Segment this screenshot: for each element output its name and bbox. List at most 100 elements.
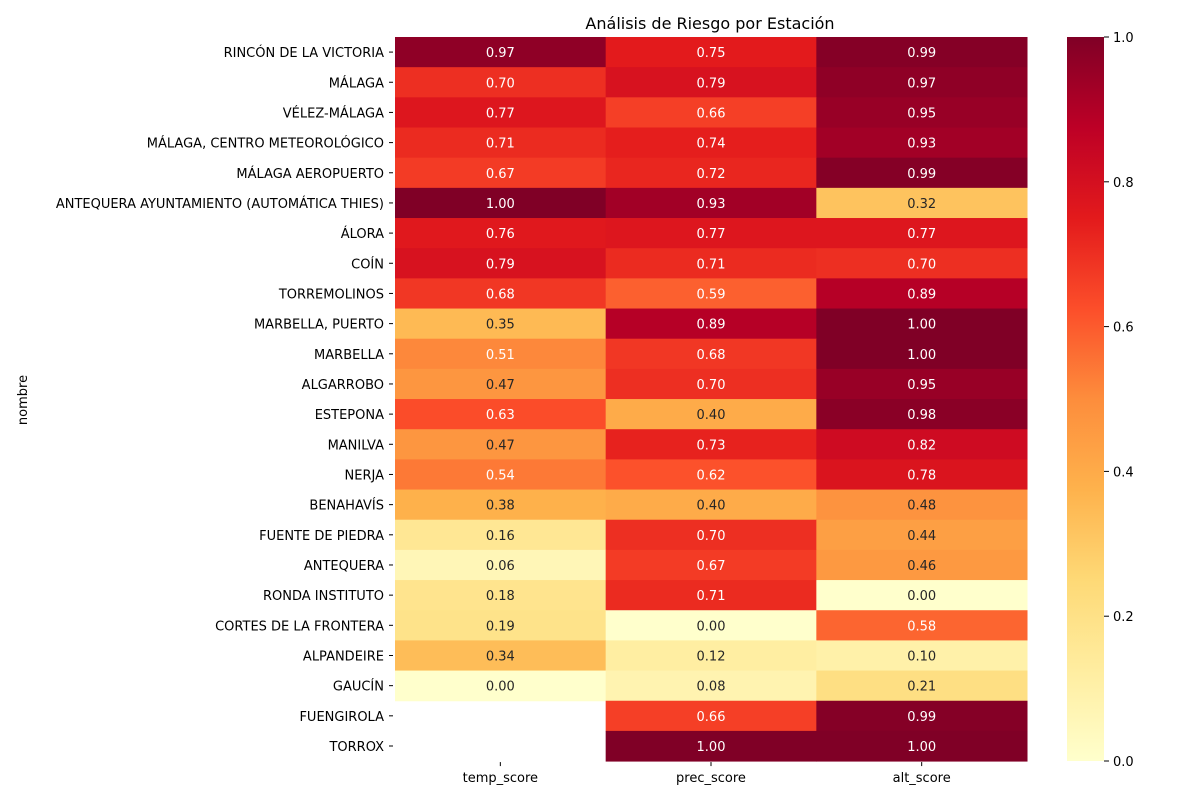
y-tick-label: MARBELLA, PUERTO xyxy=(254,318,384,333)
heatmap-cell xyxy=(816,549,1028,581)
heatmap-cell xyxy=(605,700,817,732)
cell-value-label: 0.12 xyxy=(697,649,726,664)
heatmap-cell xyxy=(816,519,1028,551)
heatmap-cell xyxy=(816,399,1028,430)
heatmap-cell xyxy=(605,218,817,249)
y-tick-label: MANILVA xyxy=(328,438,385,453)
cell-value-label: 1.00 xyxy=(697,740,726,755)
heatmap-cell xyxy=(605,610,817,641)
cell-value-label: 0.99 xyxy=(907,46,936,61)
cell-value-label: 0.95 xyxy=(907,378,936,393)
colorbar-ticks: 0.0 0.2 0.4 0.6 0.8 1.0 xyxy=(1104,31,1134,770)
cell-value-label: 0.93 xyxy=(907,137,936,152)
cell-value-label: 0.08 xyxy=(697,680,726,695)
colorbar-tick-label: 0.0 xyxy=(1113,755,1134,770)
cell-value-label: 0.32 xyxy=(907,197,936,212)
heatmap-cell xyxy=(395,429,607,460)
y-tick-label: GAUCÍN xyxy=(333,679,384,695)
cell-value-label: 0.77 xyxy=(697,227,726,242)
heatmap-cell xyxy=(816,308,1028,340)
cell-value-label: 0.76 xyxy=(486,227,515,242)
cell-value-label: 0.00 xyxy=(907,589,936,604)
heatmap-cell xyxy=(605,127,817,159)
cell-value-label: 0.99 xyxy=(907,710,936,725)
cell-value-label: 0.77 xyxy=(907,227,936,242)
cell-value-label: 0.97 xyxy=(907,76,936,91)
heatmap-cell xyxy=(816,157,1028,189)
cell-value-label: 0.59 xyxy=(697,287,726,302)
y-tick-label: ANTEQUERA xyxy=(304,559,384,574)
heatmap-cell xyxy=(605,157,817,189)
cell-value-label: 0.70 xyxy=(486,76,515,91)
heatmap-cell xyxy=(605,429,817,460)
heatmap-cell xyxy=(816,127,1028,159)
cell-value-label: 0.98 xyxy=(907,408,936,423)
cell-value-label: 0.47 xyxy=(486,438,515,453)
heatmap-cell xyxy=(816,67,1028,98)
cell-value-label: 0.99 xyxy=(907,167,936,182)
colorbar-tick-label: 1.0 xyxy=(1113,31,1134,46)
cell-value-label: 0.72 xyxy=(697,167,726,182)
cell-value-label: 0.44 xyxy=(907,529,936,544)
cell-value-label: 0.18 xyxy=(486,589,515,604)
heatmap-cell xyxy=(395,187,607,219)
cell-value-label: 1.00 xyxy=(907,348,936,363)
heatmap-cell xyxy=(395,670,607,702)
y-tick-label: CORTES DE LA FRONTERA xyxy=(215,619,384,634)
heatmap-cells xyxy=(395,37,1028,762)
cell-value-label: 0.67 xyxy=(486,167,515,182)
cell-value-label: 0.70 xyxy=(697,529,726,544)
y-tick-label: ALGARROBO xyxy=(302,378,384,393)
y-tick-label: VÉLEZ-MÁLAGA xyxy=(283,105,384,121)
cell-value-label: 0.89 xyxy=(907,287,936,302)
y-tick-label: MÁLAGA xyxy=(329,75,384,91)
cell-value-label: 0.71 xyxy=(697,589,726,604)
heatmap-cell xyxy=(605,399,817,430)
colorbar-tick-label: 0.2 xyxy=(1113,610,1134,625)
heatmap-cell xyxy=(605,730,817,762)
heatmap-cell xyxy=(395,67,607,98)
heatmap-cell xyxy=(605,278,817,310)
colorbar xyxy=(1067,37,1104,761)
cell-value-label: 0.62 xyxy=(697,468,726,483)
cell-value-label: 0.06 xyxy=(486,559,515,574)
heatmap-cell xyxy=(605,187,817,219)
y-tick-label: TORROX xyxy=(328,740,384,755)
heatmap-cell xyxy=(605,368,817,400)
cell-value-label: 0.97 xyxy=(486,46,515,61)
cell-annotations: 0.97 0.75 0.99 0.70 0.79 0.97 0.77 0.66 0.95 0.71… xyxy=(486,46,936,755)
cell-value-label: 0.00 xyxy=(486,680,515,695)
heatmap-cell xyxy=(395,218,607,249)
heatmap-cell xyxy=(605,640,817,672)
y-tick-label: RINCÓN DE LA VICTORIA xyxy=(224,45,385,61)
cell-value-label: 0.34 xyxy=(486,649,515,664)
cell-value-label: 0.10 xyxy=(907,649,936,664)
cell-value-label: 0.68 xyxy=(486,287,515,302)
cell-value-label: 0.93 xyxy=(697,197,726,212)
cell-value-label: 0.58 xyxy=(907,619,936,634)
cell-value-label: 0.68 xyxy=(697,348,726,363)
heatmap-cell xyxy=(605,67,817,98)
heatmap-cell xyxy=(816,640,1028,672)
cell-value-label: 0.78 xyxy=(907,468,936,483)
cell-value-label: 0.70 xyxy=(697,378,726,393)
cell-value-label: 1.00 xyxy=(907,740,936,755)
heatmap-cell xyxy=(395,489,607,521)
chart-title: Análisis de Riesgo por Estación xyxy=(585,14,834,33)
cell-value-label: 0.21 xyxy=(907,680,936,695)
heatmap-cell xyxy=(605,580,817,611)
heatmap-cell xyxy=(816,429,1028,460)
heatmap-cell xyxy=(816,338,1028,370)
cell-value-label: 0.71 xyxy=(486,137,515,152)
heatmap-cell xyxy=(816,218,1028,249)
heatmap-cell xyxy=(816,459,1028,491)
cell-value-label: 0.75 xyxy=(697,46,726,61)
heatmap-cell xyxy=(605,37,817,68)
heatmap-cell xyxy=(395,580,607,611)
heatmap-cell xyxy=(395,127,607,159)
heatmap-cell xyxy=(816,37,1028,68)
y-tick-label: MÁLAGA, CENTRO METEOROLÓGICO xyxy=(147,136,384,152)
heatmap-cell xyxy=(816,610,1028,641)
heatmap-cell xyxy=(605,489,817,521)
